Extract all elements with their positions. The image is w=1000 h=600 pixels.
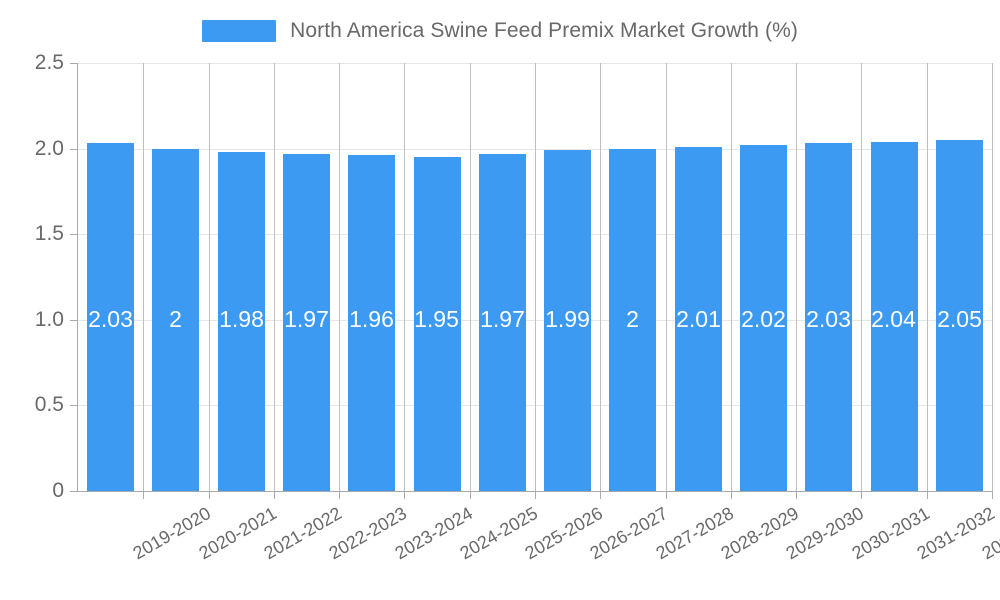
y-tick-label: 2.0 bbox=[34, 136, 64, 160]
vertical-gridline bbox=[731, 63, 732, 491]
x-axis-tick-mark bbox=[600, 492, 601, 499]
x-axis-tick-mark bbox=[992, 492, 993, 499]
vertical-gridline bbox=[470, 63, 471, 491]
bar-value-label: 2.04 bbox=[871, 306, 916, 332]
y-tick-mark bbox=[70, 63, 78, 64]
bar-value-label: 1.96 bbox=[349, 306, 394, 332]
bar-value-label: 1.99 bbox=[545, 306, 590, 332]
bar-value-label: 1.98 bbox=[219, 306, 264, 332]
y-axis-tick: 2.5 bbox=[0, 51, 78, 74]
bar[interactable] bbox=[479, 154, 526, 491]
x-axis-tick-mark bbox=[404, 492, 405, 499]
bar[interactable] bbox=[936, 140, 983, 491]
bar-value-label: 2.03 bbox=[88, 306, 133, 332]
bar-value-label: 2 bbox=[169, 306, 182, 332]
y-tick-label: 1.0 bbox=[34, 307, 64, 331]
vertical-gridline bbox=[339, 63, 340, 491]
x-axis-line bbox=[78, 491, 993, 492]
vertical-gridline bbox=[600, 63, 601, 491]
y-tick-mark bbox=[70, 148, 78, 150]
y-axis-line bbox=[77, 63, 78, 492]
legend-label: North America Swine Feed Premix Market G… bbox=[290, 19, 798, 42]
x-axis-tick-mark bbox=[470, 492, 471, 499]
vertical-gridline bbox=[535, 63, 536, 491]
x-axis-tick-mark bbox=[796, 492, 797, 499]
x-axis-tick-mark bbox=[861, 492, 862, 499]
x-axis-tick-mark bbox=[339, 492, 340, 499]
bar[interactable] bbox=[675, 147, 722, 491]
x-axis-tick-mark bbox=[666, 492, 667, 499]
y-axis-tick: 2.0 bbox=[0, 137, 78, 160]
x-axis-tick-mark bbox=[927, 492, 928, 499]
x-axis-tick-mark bbox=[143, 492, 144, 499]
vertical-gridline bbox=[927, 63, 928, 491]
legend-color-swatch bbox=[202, 20, 277, 42]
x-axis-tick-mark bbox=[535, 492, 536, 499]
x-axis-tick-mark bbox=[731, 492, 732, 499]
y-tick-label: 0 bbox=[52, 479, 64, 502]
y-tick-label: 0.5 bbox=[34, 393, 64, 417]
bar[interactable] bbox=[283, 154, 330, 491]
bar[interactable] bbox=[740, 145, 787, 491]
plot-area: 2.03 2 1.98 1.97 1.96 1.95 1.97 1.99 2 2.01 2.02 2.… bbox=[78, 63, 993, 491]
y-axis-tick: 0 bbox=[0, 479, 78, 502]
y-axis-tick: 0.5 bbox=[0, 393, 78, 416]
bar[interactable] bbox=[805, 143, 852, 491]
bar-value-label: 2 bbox=[626, 306, 639, 332]
y-tick-mark bbox=[70, 234, 78, 236]
vertical-gridline bbox=[666, 63, 667, 491]
bar-value-label: 2.01 bbox=[676, 306, 721, 332]
chart-legend: North America Swine Feed Premix Market G… bbox=[0, 14, 1000, 48]
bar[interactable] bbox=[414, 157, 461, 491]
y-axis-tick: 1.5 bbox=[0, 222, 78, 245]
bar-value-label: 1.97 bbox=[480, 306, 525, 332]
bar[interactable] bbox=[218, 152, 265, 491]
vertical-gridline bbox=[143, 63, 144, 491]
y-tick-mark bbox=[70, 405, 78, 407]
bar[interactable] bbox=[152, 149, 199, 491]
bar-value-label: 2.05 bbox=[937, 306, 982, 332]
bar-value-label: 2.03 bbox=[806, 306, 851, 332]
bar[interactable] bbox=[348, 155, 395, 491]
vertical-gridline bbox=[796, 63, 797, 491]
bar-value-label: 2.02 bbox=[741, 306, 786, 332]
bar[interactable] bbox=[544, 150, 591, 491]
bar[interactable] bbox=[609, 149, 656, 491]
bar[interactable] bbox=[87, 143, 134, 491]
x-axis-tick-mark bbox=[209, 492, 210, 499]
vertical-gridline bbox=[404, 63, 405, 491]
vertical-gridline bbox=[992, 63, 993, 491]
y-tick-mark bbox=[70, 491, 78, 492]
y-tick-mark bbox=[70, 319, 78, 321]
bar[interactable] bbox=[871, 142, 918, 491]
vertical-gridline bbox=[861, 63, 862, 491]
y-axis-tick: 1.0 bbox=[0, 308, 78, 331]
bar-value-label: 1.95 bbox=[414, 306, 459, 332]
bar-value-label: 1.97 bbox=[284, 306, 329, 332]
x-axis-tick-mark bbox=[274, 492, 275, 499]
vertical-gridline bbox=[274, 63, 275, 491]
y-tick-label: 1.5 bbox=[34, 222, 64, 246]
y-tick-label: 2.5 bbox=[34, 51, 64, 74]
vertical-gridline bbox=[209, 63, 210, 491]
